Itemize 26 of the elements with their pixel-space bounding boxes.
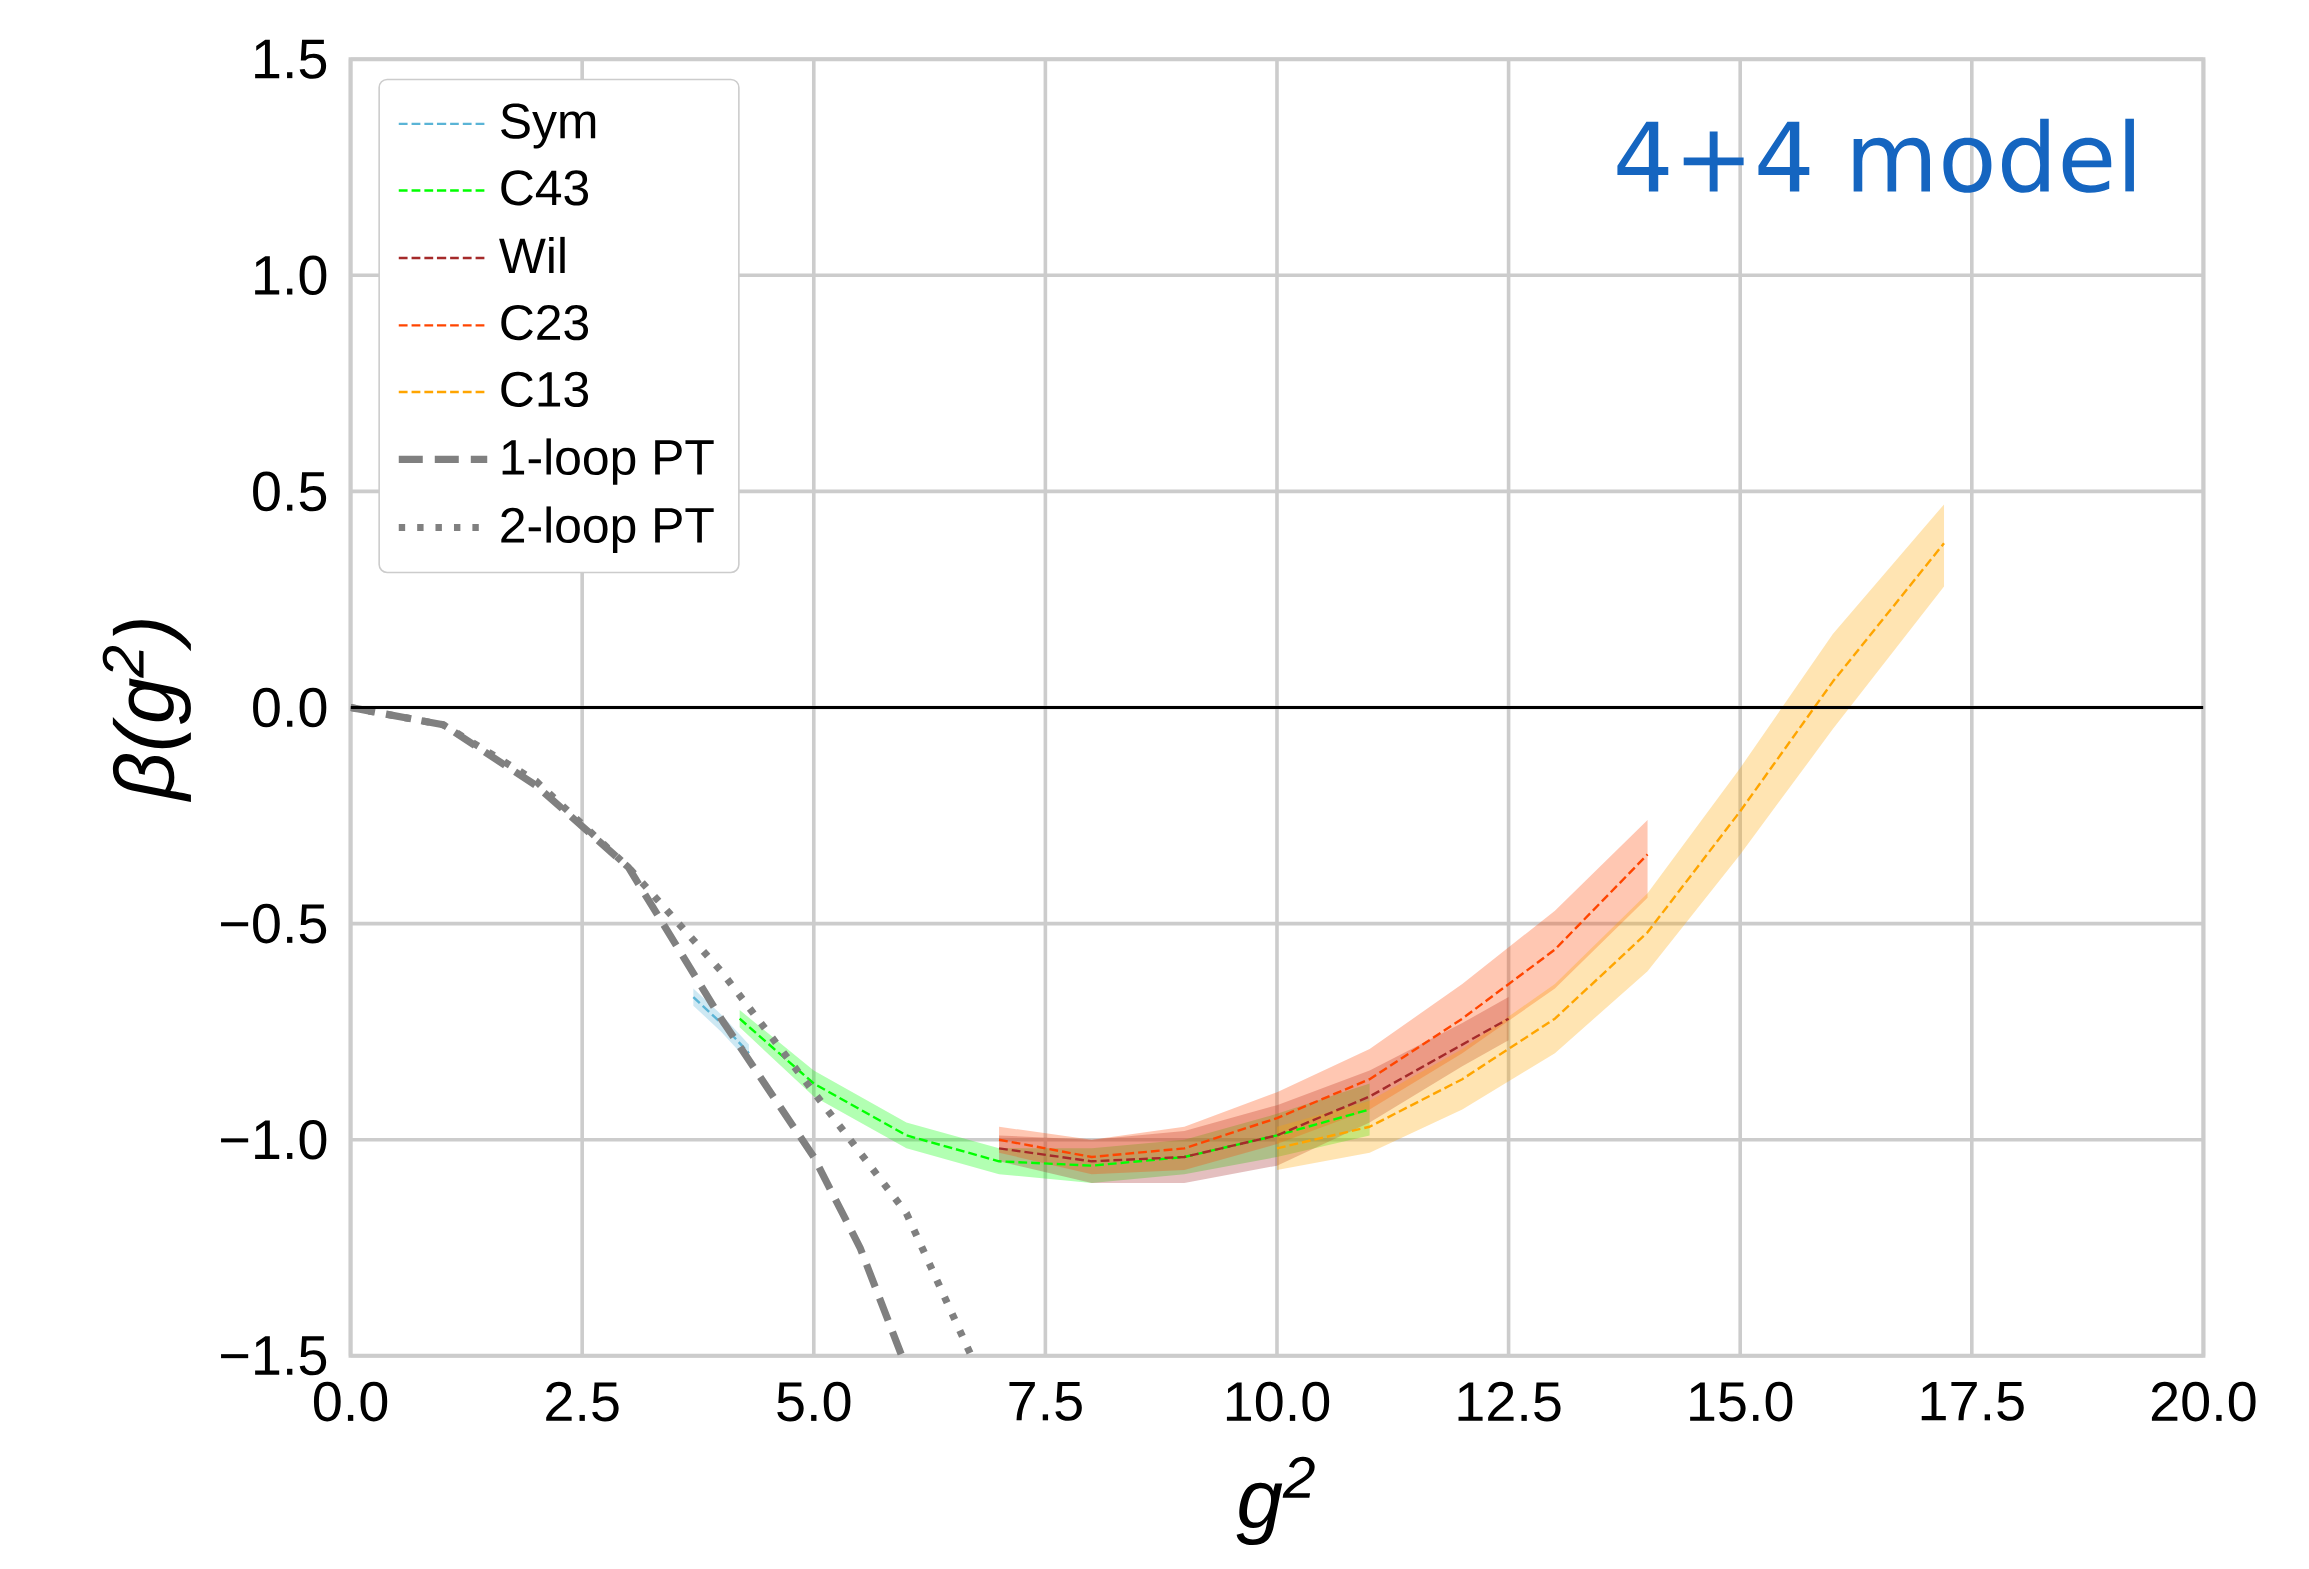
x-tick-label: 2.5 bbox=[546, 1382, 619, 1422]
annotation: 4+4 model bbox=[1617, 118, 2134, 193]
y-axis-title: β(g$^{2}$) bbox=[102, 620, 191, 803]
x-tick-label: 10.0 bbox=[1226, 1382, 1330, 1422]
y-tick-label: 0.5 bbox=[253, 471, 327, 512]
y-tick-label: 1.5 bbox=[255, 39, 327, 79]
legend-label: 2-loop PT bbox=[501, 506, 714, 554]
x-tick-label: 20.0 bbox=[2151, 1382, 2256, 1422]
x-tick-label: 17.5 bbox=[1921, 1382, 2024, 1421]
legend-label: C43 bbox=[501, 170, 589, 206]
y-tick-label: −1.0 bbox=[221, 1120, 327, 1160]
y-tick-label: −0.5 bbox=[221, 903, 327, 944]
y-tick-label: −1.5 bbox=[221, 1336, 327, 1376]
y-tick-label: 0.0 bbox=[253, 687, 327, 728]
legend-label: C23 bbox=[501, 305, 589, 341]
legend-label: C13 bbox=[501, 371, 589, 408]
x-axis-title: g$^{2}$ bbox=[1236, 1456, 1315, 1546]
legend-label: Wil bbox=[499, 237, 565, 274]
legend-label: 1-loop PT bbox=[502, 438, 714, 485]
y-tick-label: 1.0 bbox=[255, 255, 327, 296]
x-tick-label: 15.0 bbox=[1690, 1382, 1793, 1422]
x-tick-label: 7.5 bbox=[1009, 1382, 1082, 1421]
x-tick-label: 0.0 bbox=[313, 1382, 388, 1422]
x-tick-label: 12.5 bbox=[1458, 1382, 1561, 1422]
legend-label: Sym bbox=[501, 103, 596, 149]
x-tick-label: 5.0 bbox=[777, 1382, 851, 1422]
